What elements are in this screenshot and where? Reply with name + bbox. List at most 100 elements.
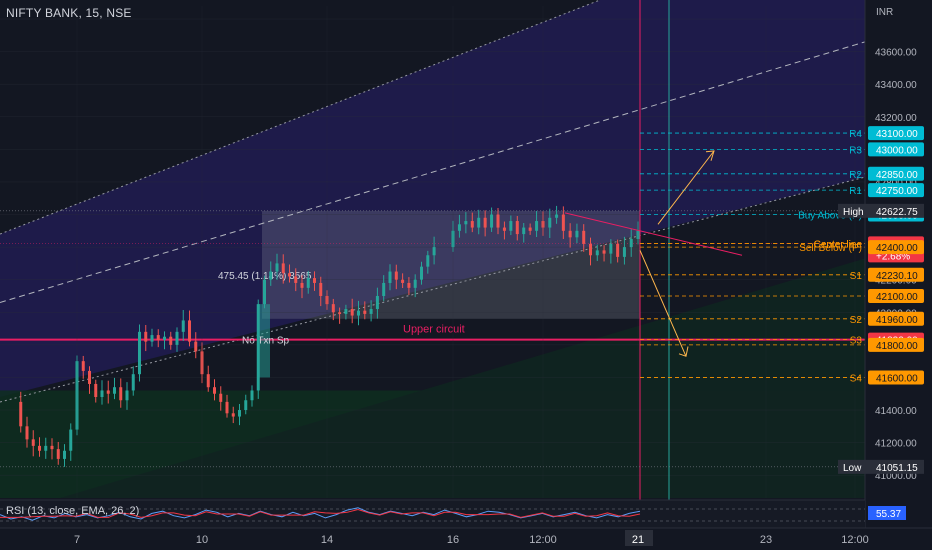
candle-body-21 xyxy=(144,331,148,342)
low-tag-name-bg xyxy=(838,459,868,474)
candle-body-41 xyxy=(269,271,273,280)
candle-body-81 xyxy=(535,221,539,231)
candle-body-48 xyxy=(313,278,316,283)
candle-body-10 xyxy=(75,361,79,430)
high-tag-name: High xyxy=(843,207,864,218)
x-tick-6: 23 xyxy=(760,534,772,546)
candle-body-64 xyxy=(413,279,417,288)
level-tag-text-11: 41800.00 xyxy=(876,341,918,352)
candle-body-15 xyxy=(106,390,110,394)
level-name-0: R4 xyxy=(849,129,862,140)
candle-body-28 xyxy=(188,320,191,342)
x-tick-3: 16 xyxy=(447,534,459,546)
candle-body-31 xyxy=(206,374,210,388)
level-name-10: S3 xyxy=(850,336,863,347)
high-tag-value: 42622.75 xyxy=(876,207,918,218)
candle-body-55 xyxy=(357,310,360,316)
candle-body-17 xyxy=(119,387,123,401)
no-txn-bar xyxy=(259,304,270,378)
low-tag-value: 41051.15 xyxy=(876,463,918,474)
level-tag-text-7: 42230.10 xyxy=(876,271,918,282)
level-tag-text-8: 42100.00 xyxy=(876,292,918,303)
candle-body-24 xyxy=(163,336,166,340)
candle-body-25 xyxy=(169,336,173,345)
candle-body-80 xyxy=(528,227,532,231)
candle-body-12 xyxy=(88,370,91,384)
candle-body-89 xyxy=(589,243,592,256)
candle-body-56 xyxy=(363,310,367,314)
channel-lower-zone xyxy=(0,258,865,498)
level-name-3: R1 xyxy=(849,186,862,197)
candle-body-75 xyxy=(496,214,500,228)
low-tag-bg xyxy=(868,459,924,474)
candle-body-47 xyxy=(306,278,310,288)
candle-body-62 xyxy=(401,279,405,283)
no-txn-label: No Txn Sp xyxy=(242,336,289,347)
y-tick-41000: 41000.00 xyxy=(875,471,917,482)
candle-body-83 xyxy=(548,217,552,228)
candle-body-78 xyxy=(515,221,519,235)
symbol-title: NIFTY BANK, 15, NSE xyxy=(6,6,132,20)
rsi-label: RSI (13, close, EMA, 26, 2) xyxy=(6,505,139,517)
candle-body-30 xyxy=(200,351,204,375)
candle-body-19 xyxy=(131,374,135,391)
candle-body-32 xyxy=(213,387,216,394)
level-tag-3 xyxy=(868,183,924,198)
candle-body-85 xyxy=(561,214,565,231)
arrow-up-head xyxy=(705,150,715,161)
candle-body-72 xyxy=(477,217,481,228)
x-tick-7: 12:00 xyxy=(841,534,869,546)
candle-body-20 xyxy=(138,331,141,375)
candle-body-50 xyxy=(325,295,329,305)
upper-circuit-label: Upper circuit xyxy=(403,324,465,336)
y-tick-41200: 41200.00 xyxy=(875,439,917,450)
level-tag-text-6: 42400.00 xyxy=(876,243,918,254)
level-name-9: S2 xyxy=(850,315,863,326)
candle-body-94 xyxy=(622,247,626,257)
candle-body-37 xyxy=(244,400,248,411)
level-tag-text-9: 41960.00 xyxy=(876,315,918,326)
level-name-7: S1 xyxy=(850,271,863,282)
rsi-ema-line xyxy=(0,508,641,518)
center-line-label: Center line xyxy=(814,239,863,250)
candle-body-73 xyxy=(483,217,487,228)
candle-body-22 xyxy=(150,335,154,342)
level-tag-12 xyxy=(868,370,924,385)
candle-body-90 xyxy=(595,250,599,256)
level-name-12: S4 xyxy=(850,373,863,384)
y-tick-43600: 43600.00 xyxy=(875,48,917,59)
candle-body-9 xyxy=(69,429,73,451)
channel-mid-line xyxy=(0,41,866,303)
candle-body-8 xyxy=(63,450,66,459)
candle-body-36 xyxy=(238,410,241,417)
level-tag-text-3: 42750.00 xyxy=(876,186,918,197)
x-tick-2: 14 xyxy=(321,534,333,546)
current-date-bg xyxy=(625,530,653,546)
candle-body-87 xyxy=(575,230,579,238)
level-tag-0 xyxy=(868,126,924,141)
level-tag-9 xyxy=(868,311,924,326)
candle-body-40 xyxy=(263,279,266,305)
candle-body-29 xyxy=(194,341,198,352)
candle-body-70 xyxy=(464,221,468,225)
level-tag-text-2: 42850.00 xyxy=(876,170,918,181)
channel-top-line xyxy=(0,0,601,235)
channel-upper-zone xyxy=(0,0,865,397)
candle-body-79 xyxy=(522,227,526,235)
candle-body-71 xyxy=(470,221,474,228)
high-tag-name-bg xyxy=(838,203,868,218)
rsi-line xyxy=(0,507,641,521)
x-tick-0: 7 xyxy=(74,534,80,546)
candle-body-26 xyxy=(175,331,179,345)
candle-body-84 xyxy=(555,214,559,218)
candle-body-43 xyxy=(281,263,285,274)
candle-body-92 xyxy=(609,243,613,254)
candle-body-18 xyxy=(125,390,129,401)
candle-body-46 xyxy=(300,282,304,288)
candle-body-11 xyxy=(81,361,85,371)
candle-body-49 xyxy=(319,282,323,296)
level-tag-1 xyxy=(868,142,924,157)
level-tag-6 xyxy=(868,240,924,255)
candle-body-86 xyxy=(568,230,572,238)
